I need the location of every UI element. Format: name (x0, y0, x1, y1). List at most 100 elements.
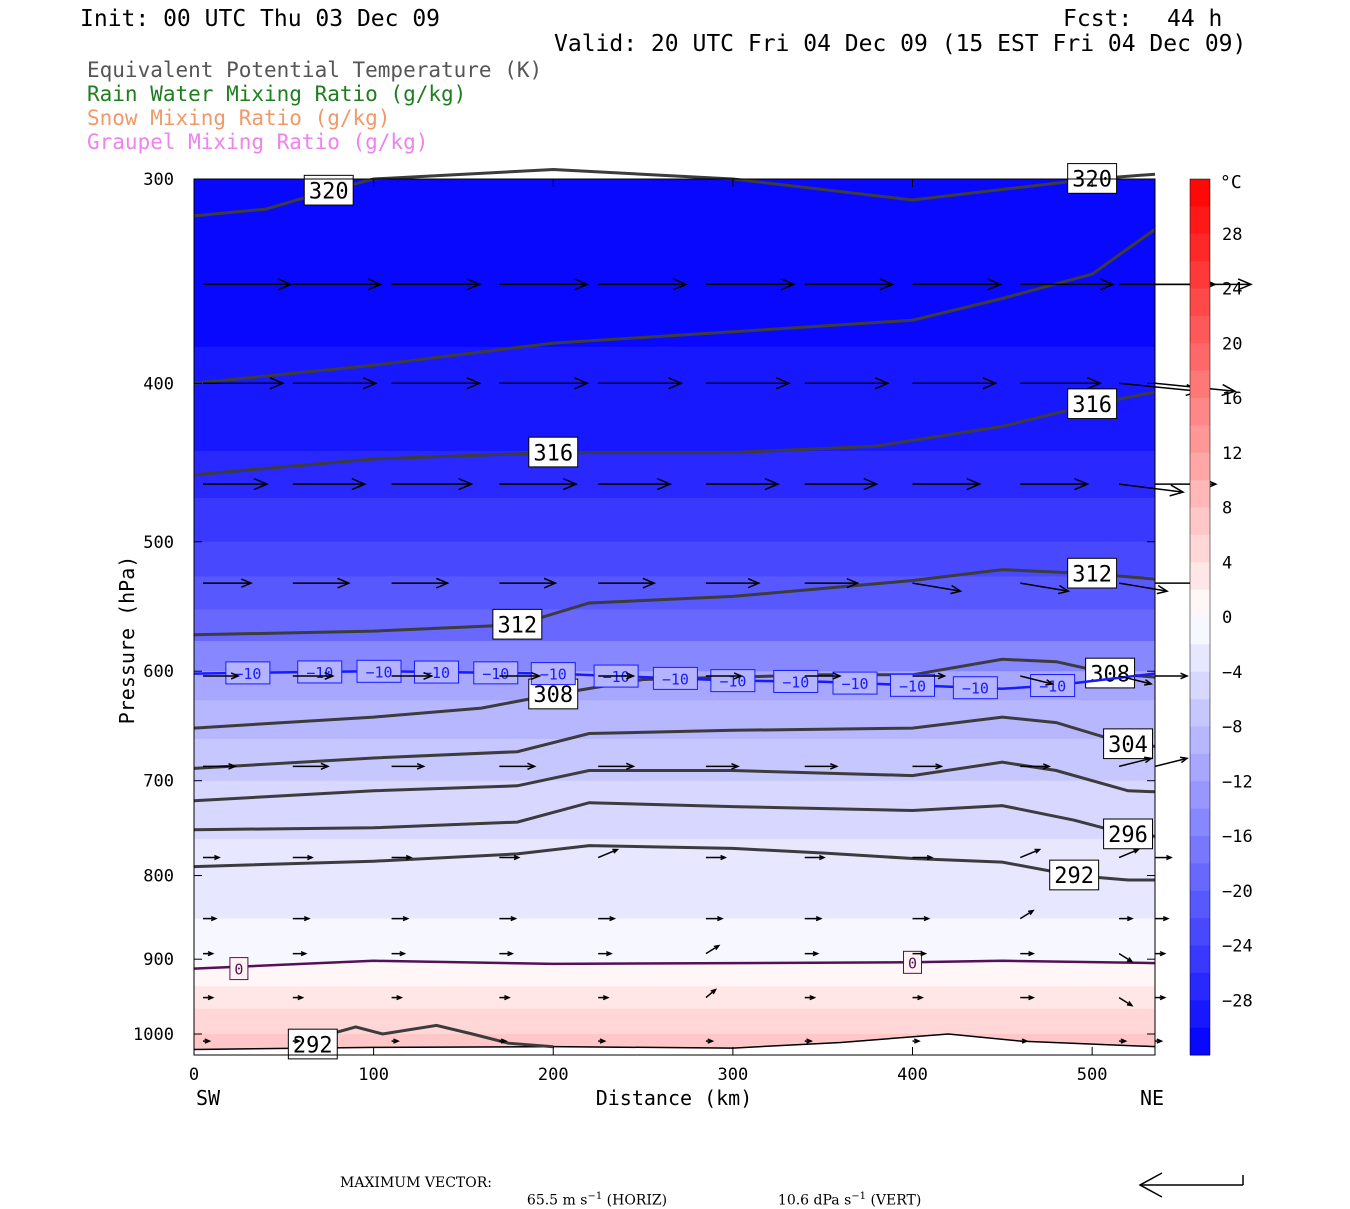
temp-label-neg10-2: −10 (356, 659, 402, 683)
colorbar-swatch-24 (1190, 836, 1210, 864)
max-vector-horiz-suffix: (HORIZ) (602, 1192, 668, 1209)
forecast-label: Fcst: (1063, 6, 1133, 32)
temp-label-text: −10 (234, 665, 261, 683)
temp-label-box (903, 950, 923, 974)
temp-label-neg10-8: −10 (710, 669, 756, 693)
x-tick-label-500: 500 (1077, 1065, 1108, 1085)
wind-vector-head-1-2 (466, 377, 482, 390)
colorbar: 28 24 20 16 12 8 4 0 −4 −8 −12 −16 −20 −24 −28 (1189, 178, 1253, 1056)
wind-vector-head-10-10 (1156, 1038, 1164, 1044)
wind-vector-4-8 (1020, 675, 1053, 685)
wind-vector-head-3-3 (543, 577, 558, 589)
temp-band-6 (194, 609, 1155, 642)
wind-vector-head-4-3 (531, 671, 542, 681)
wind-vector-head-6-5 (720, 854, 728, 861)
temp-contour-0 (193, 959, 1156, 970)
wind-vector-head-0-1 (367, 278, 383, 291)
colorbar-swatch-6 (1190, 343, 1210, 372)
temp-label-neg10-11: −10 (890, 673, 936, 697)
wind-vector-head-4-0 (230, 672, 241, 680)
colorbar-swatch-12 (1190, 507, 1210, 536)
temp-label-box (225, 661, 271, 685)
wind-vector-head-9-1 (297, 994, 305, 1001)
wind-vector-head-7-9 (1126, 915, 1134, 922)
wind-vector-head-9-6 (809, 994, 817, 1001)
wind-vector-head-0-4 (672, 278, 689, 291)
theta-e-label-7-0: 296 (1103, 818, 1154, 850)
theta-e-label-2-1: 316 (1067, 388, 1118, 420)
max-vector-vertical: 10.6 dPa s−1 (VERT) (769, 1175, 921, 1209)
wind-vector-head-10-5 (707, 1038, 715, 1044)
x-tick-label-400: 400 (897, 1065, 928, 1085)
wind-vector-5-9 (1118, 757, 1152, 768)
colorbar-swatch-30 (1190, 1000, 1210, 1029)
axes: 300 400 500 600 700 800 900 1000 0 100 200 300 400 50… (133, 170, 1155, 1085)
max-vector-horiz-exponent: −1 (587, 1191, 603, 1202)
temp-label-text: 0 (234, 961, 243, 979)
wind-vector-8-5 (705, 945, 720, 955)
wind-vector-head-6-6 (819, 854, 826, 861)
wind-vector-head-7-3 (510, 915, 518, 922)
wind-vector-head-5-3 (527, 762, 537, 771)
wind-vector-head-0-2 (466, 278, 482, 291)
colorbar-tick-label-11: −16 (1222, 827, 1253, 847)
theta-e-contour-5 (193, 715, 1156, 770)
wind-vector-5-10 (1154, 757, 1188, 768)
wind-vector-head-5-6 (829, 762, 839, 770)
temp-label-neg10-5: −10 (530, 662, 576, 686)
temp-label-box (710, 669, 756, 693)
wind-vector-head-2-2 (458, 477, 474, 491)
theta-e-label-2-0-box (528, 436, 579, 468)
wind-vector-head-2-8 (1074, 477, 1090, 491)
temp-label-zero-0: 0 (229, 957, 249, 981)
wind-vector-head-8-9 (1126, 957, 1134, 963)
wind-vector-8-9 (1118, 953, 1133, 963)
temp-label-box (1030, 674, 1076, 698)
wind-vector-head-8-0 (207, 951, 215, 957)
wind-vector-head-10-0 (204, 1038, 212, 1044)
wind-vector-7-8 (1019, 909, 1034, 920)
wind-vector-head-1-1 (362, 377, 378, 390)
temp-band-7 (194, 641, 1155, 672)
colorbar-swatch-23 (1190, 808, 1210, 837)
temp-label-text: 0 (908, 954, 917, 972)
theta-e-label-2-1-text: 316 (1072, 393, 1112, 418)
temp-label-box (473, 661, 519, 685)
legend-snow: Snow Mixing Ratio (g/kg) (87, 106, 391, 130)
theta-e-label-3-0-box (492, 608, 543, 640)
wind-vector-head-0-8 (1099, 278, 1116, 291)
legend-rain-water: Rain Water Mixing Ratio (g/kg) (87, 82, 467, 106)
x-axis-label: Distance (km) (596, 1086, 753, 1110)
temp-label-box (413, 660, 459, 684)
temp-label-text: −10 (482, 665, 509, 683)
valid-time: Valid: 20 UTC Fri 04 Dec 09 (15 EST Fri … (554, 31, 1247, 57)
wind-vector-head-8-1 (300, 951, 308, 957)
temp-band-12 (194, 839, 1155, 920)
wind-vector-6-8 (1019, 848, 1040, 859)
temp-label-neg10-7: −10 (652, 666, 698, 690)
theta-e-label-8-0-box (1049, 859, 1100, 891)
theta-e-contours: 320 320 316 316 312 312 308 308 304 296 292 292 (193, 163, 1156, 1060)
wind-vector-head-4-5 (733, 672, 744, 680)
wind-vector-head-2-4 (656, 477, 673, 491)
wind-vector-head-9-7 (917, 994, 925, 1001)
y-tick-label-800: 800 (143, 867, 174, 887)
colorbar-swatch-14 (1190, 562, 1210, 591)
wind-vector-head-10-1 (294, 1038, 302, 1044)
colorbar-swatch-22 (1190, 781, 1210, 810)
x-tick-label-100: 100 (358, 1065, 389, 1085)
max-vector-horiz-value: 65.5 m s (526, 1192, 588, 1209)
wind-vector-head-6-0 (214, 854, 221, 861)
wind-vector-head-10-7 (914, 1038, 921, 1044)
wind-vector-head-3-7 (950, 584, 963, 595)
colorbar-frame (1189, 178, 1211, 1056)
theta-e-label-4-1: 308 (1085, 657, 1136, 689)
wind-vector-2-9 (1118, 483, 1184, 493)
y-tick-label-600: 600 (143, 662, 174, 682)
wind-vector-head-2-6 (863, 477, 879, 491)
wind-vector-head-3-8 (1057, 584, 1071, 595)
colorbar-swatch-18 (1190, 671, 1210, 700)
colorbar-swatch-2 (1190, 233, 1210, 262)
colorbar-swatch-7 (1190, 370, 1210, 399)
colorbar-swatch-19 (1190, 699, 1210, 727)
